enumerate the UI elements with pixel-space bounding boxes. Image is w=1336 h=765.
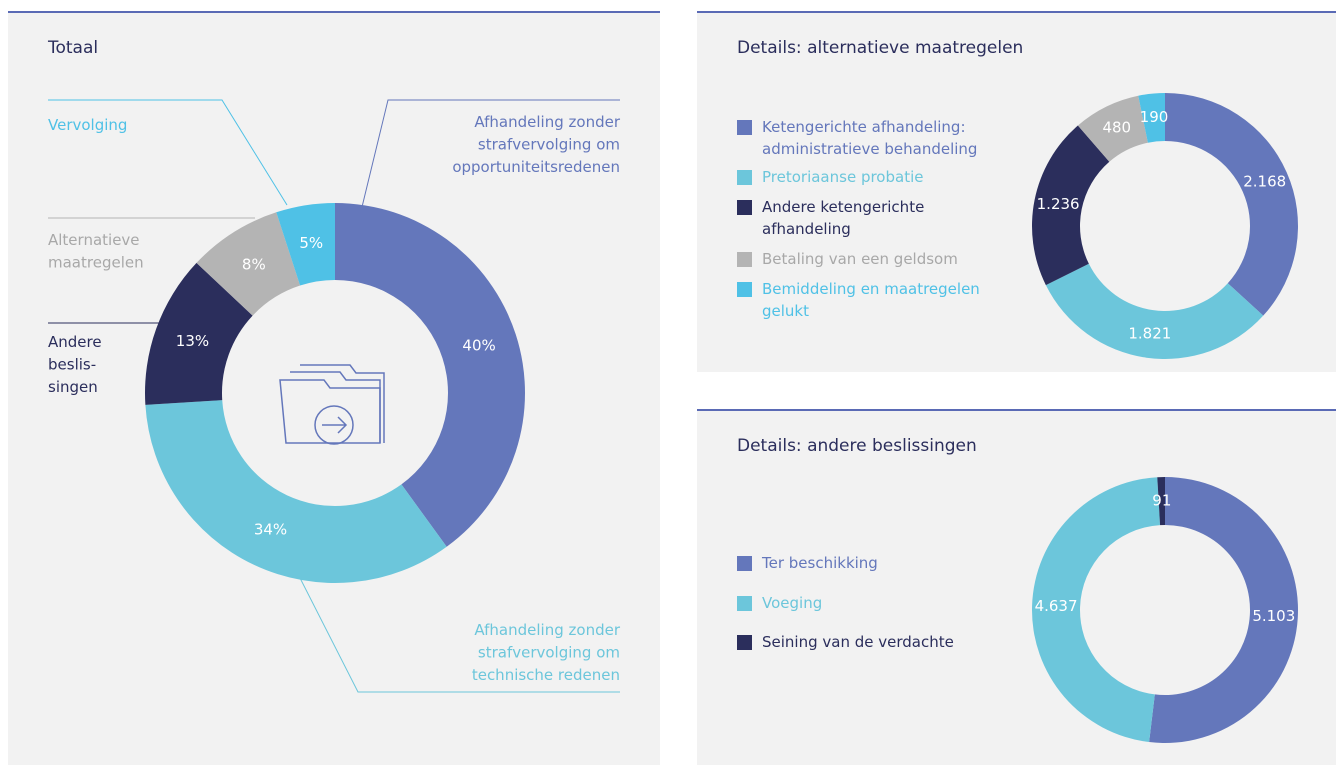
value-label: 40%: [462, 337, 495, 355]
donut-slice: [1031, 125, 1110, 286]
donut-slice: [1165, 93, 1299, 316]
callout-label: Afhandeling zonder strafvervolging om oppo…: [452, 113, 620, 176]
folder-icon: [279, 364, 385, 445]
donut-slice: [196, 212, 301, 316]
legend-item: Seining van de verdachte: [737, 631, 954, 653]
legend-swatch: [737, 252, 752, 267]
donut-slice: [1149, 477, 1298, 744]
leader-line: [361, 99, 620, 208]
legend-label: Betaling van een geldsom: [762, 250, 958, 268]
chart-title: Details: andere beslissingen: [737, 436, 977, 456]
legend-label: Seining van de verdachte: [762, 633, 954, 651]
donut-slice: [1138, 93, 1165, 143]
callout-label: Andere beslis-singen: [48, 333, 102, 396]
legend-item: Betaling van een geldsom: [737, 248, 958, 270]
donut-slice: [1157, 477, 1165, 526]
legend-label: Bemiddeling en maatregelen gelukt: [762, 280, 980, 320]
legend-swatch: [737, 170, 752, 185]
value-label: 4.637: [1035, 597, 1078, 615]
legend-item: Voeging: [737, 592, 822, 614]
legend-label: Ter beschikking: [762, 554, 878, 572]
legend-swatch: [737, 596, 752, 611]
value-label: 1.236: [1037, 195, 1080, 213]
leader-line: [48, 99, 288, 206]
leader-line: [299, 577, 620, 693]
donut-slice: [1032, 477, 1161, 743]
value-label: 1.821: [1128, 324, 1171, 342]
value-label: 34%: [254, 521, 287, 539]
legend-item: Bemiddeling en maatregelen gelukt: [737, 278, 1027, 322]
chart-title: Details: alternatieve maatregelen: [737, 38, 1024, 58]
value-label: 91: [1152, 492, 1171, 510]
legend-swatch: [737, 120, 752, 135]
value-label: 8%: [242, 256, 266, 274]
donut-slice: [1045, 263, 1264, 359]
legend-label: Andere ketengerichte afhandeling: [762, 198, 925, 238]
value-label: 5%: [299, 234, 323, 252]
donut-slice: [335, 203, 526, 547]
value-label: 13%: [176, 332, 209, 350]
callout-label: Alternatieve maatregelen: [48, 231, 144, 272]
legend-swatch: [737, 200, 752, 215]
callout-label: Vervolging: [48, 116, 127, 134]
legend-swatch: [737, 282, 752, 297]
legend-label: Pretoriaanse probatie: [762, 168, 924, 186]
legend-item: Ter beschikking: [737, 552, 878, 574]
chart-title: Totaal: [48, 38, 99, 58]
leader-lines: [48, 99, 620, 693]
value-label: 5.103: [1252, 607, 1295, 625]
legend-swatch: [737, 556, 752, 571]
donut-slice: [144, 262, 253, 405]
legend-item: Ketengerichte afhandeling: administratie…: [737, 116, 1027, 160]
donut-slice: [276, 203, 335, 286]
legend-swatch: [737, 635, 752, 650]
legend-item: Andere ketengerichte afhandeling: [737, 196, 992, 240]
legend-item: Pretoriaanse probatie: [737, 166, 923, 188]
donut-slice: [1077, 95, 1148, 162]
value-label: 2.168: [1243, 173, 1286, 191]
donut-slice: [145, 400, 447, 584]
legend-label: Ketengerichte afhandeling: administratie…: [762, 118, 978, 158]
value-label: 480: [1102, 119, 1131, 137]
value-label: 190: [1140, 108, 1169, 126]
legend-label: Voeging: [762, 594, 823, 612]
callout-label: Afhandeling zonder strafvervolging om tech…: [472, 621, 621, 684]
